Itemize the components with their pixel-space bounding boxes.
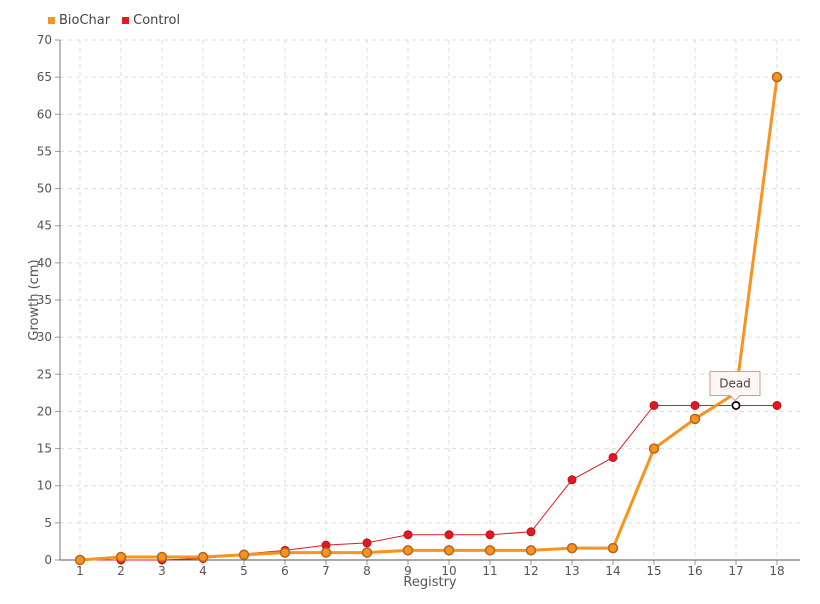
data-point-control[interactable]: [362, 538, 372, 548]
legend-item[interactable]: BioChar: [48, 13, 110, 28]
x-tick-label: 18: [769, 564, 784, 578]
x-tick-label: 11: [482, 564, 497, 578]
x-tick-label: 16: [687, 564, 702, 578]
x-tick-label: 4: [199, 564, 207, 578]
data-point-control[interactable]: [608, 452, 618, 462]
data-point-biochar[interactable]: [443, 545, 455, 556]
x-tick-label: 9: [404, 564, 412, 578]
data-point-control[interactable]: [772, 400, 782, 410]
data-point-biochar[interactable]: [197, 551, 209, 563]
data-point-control[interactable]: [444, 530, 454, 540]
legend: BioChar Control: [48, 13, 180, 28]
y-tick-label: 45: [37, 219, 52, 233]
data-point-biochar[interactable]: [402, 545, 414, 556]
x-tick-label: 14: [605, 564, 620, 578]
data-point-biochar[interactable]: [771, 71, 783, 83]
data-point-control[interactable]: [526, 527, 536, 537]
y-tick-label: 20: [37, 404, 52, 418]
data-point-biochar[interactable]: [238, 549, 250, 561]
data-point-control[interactable]: [403, 530, 413, 540]
x-axis-label: Registry: [403, 575, 457, 590]
x-tick-label: 12: [523, 564, 538, 578]
y-tick-label: 30: [37, 330, 52, 344]
data-point-biochar[interactable]: [648, 443, 660, 454]
legend-item[interactable]: Control: [122, 13, 180, 28]
data-point-biochar[interactable]: [566, 542, 578, 554]
x-tick-label: 8: [363, 564, 371, 578]
data-point-biochar[interactable]: [361, 547, 373, 558]
x-tick-label: 10: [441, 564, 456, 578]
data-point-biochar[interactable]: [689, 413, 701, 425]
x-tick-label: 5: [240, 564, 248, 578]
y-tick-label: 5: [44, 516, 52, 530]
annotation-callout: [709, 370, 761, 402]
y-tick-label: 70: [37, 33, 52, 47]
y-tick-label: 35: [37, 293, 52, 307]
x-tick-label: 15: [646, 564, 661, 578]
data-point-biochar[interactable]: [74, 554, 86, 566]
data-point-biochar[interactable]: [156, 551, 168, 563]
annotation-marker: [731, 401, 741, 410]
y-axis-label: Growth (cm): [27, 259, 42, 340]
legend-label: BioChar: [59, 13, 111, 28]
data-point-biochar[interactable]: [279, 547, 291, 558]
data-point-biochar[interactable]: [484, 545, 496, 556]
y-tick-label: 65: [37, 70, 52, 84]
series-line-control: [80, 404, 777, 561]
y-tick-label: 0: [44, 553, 52, 567]
data-point-biochar[interactable]: [607, 542, 619, 554]
data-point-biochar[interactable]: [320, 547, 332, 558]
x-tick-label: 1: [76, 564, 84, 578]
x-tick-label: 6: [281, 564, 289, 578]
legend-label: Control: [133, 13, 181, 28]
data-point-control[interactable]: [567, 475, 577, 485]
data-point-control[interactable]: [690, 400, 700, 410]
data-point-control[interactable]: [649, 400, 659, 410]
x-tick-label: 7: [322, 564, 330, 578]
y-tick-label: 50: [37, 182, 52, 196]
legend-swatch: [48, 17, 55, 24]
y-tick-label: 40: [37, 256, 52, 270]
y-tick-label: 25: [37, 367, 52, 381]
legend-swatch: [122, 17, 130, 24]
x-tick-label: 13: [564, 564, 579, 578]
annotation-label: Dead: [719, 376, 751, 390]
data-point-control[interactable]: [485, 530, 495, 540]
series-line-biochar: [79, 76, 779, 562]
x-tick-label: 2: [117, 564, 125, 578]
x-tick-label: 17: [728, 564, 743, 578]
y-tick-label: 55: [37, 144, 52, 158]
y-tick-label: 60: [37, 107, 52, 121]
y-tick-label: 15: [37, 442, 52, 456]
data-point-biochar[interactable]: [525, 545, 537, 556]
y-tick-label: 10: [37, 479, 52, 493]
x-tick-label: 3: [158, 564, 166, 578]
data-point-biochar[interactable]: [115, 551, 127, 563]
